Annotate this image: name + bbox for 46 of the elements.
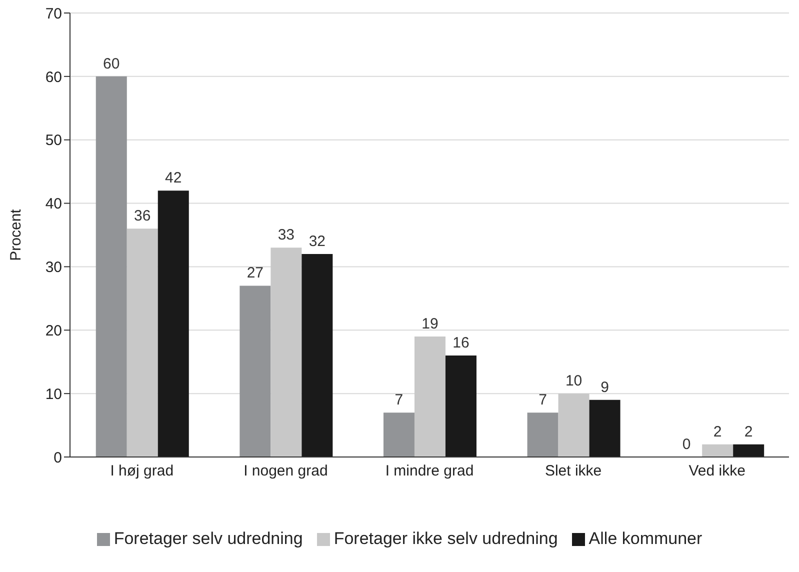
data-label: 19 — [422, 315, 438, 332]
legend-label: Alle kommuner — [588, 529, 702, 549]
data-label: 2 — [744, 423, 753, 440]
legend-label: Foretager ikke selv udredning — [334, 529, 558, 549]
y-axis-title: Procent — [7, 208, 24, 261]
data-label: 60 — [103, 55, 120, 72]
y-tick-label: 10 — [45, 386, 62, 403]
bar — [96, 76, 127, 457]
data-label: 36 — [134, 208, 151, 225]
bar — [270, 248, 302, 457]
y-tick-label: 50 — [45, 132, 62, 150]
data-label: 7 — [394, 392, 404, 409]
bar — [414, 336, 446, 457]
bar — [383, 412, 414, 457]
x-tick-label: I mindre grad — [385, 462, 474, 480]
bar — [589, 400, 620, 457]
y-tick-label: 30 — [45, 259, 62, 276]
x-tick-label: I nogen grad — [244, 462, 328, 480]
data-label: 9 — [600, 378, 609, 396]
y-tick-label: 60 — [45, 68, 62, 86]
bar — [445, 356, 476, 457]
y-tick-label: 0 — [54, 449, 62, 466]
x-tick-label: Ved ikke — [688, 462, 746, 480]
bar — [302, 254, 333, 457]
legend-label: Foretager selv udredning — [114, 529, 303, 549]
data-label: 27 — [246, 264, 264, 282]
data-label: 2 — [713, 423, 722, 440]
data-label: 32 — [308, 233, 326, 250]
y-tick-label: 40 — [45, 196, 62, 213]
bar — [527, 412, 558, 457]
data-label: 10 — [565, 372, 582, 390]
x-tick-label: Slet ikke — [544, 462, 602, 480]
bar — [240, 286, 271, 457]
bar — [702, 444, 734, 457]
data-label: 42 — [165, 170, 182, 187]
bar — [733, 444, 764, 457]
y-tick-label: 70 — [45, 5, 62, 22]
bar — [158, 190, 189, 457]
bar — [558, 394, 590, 457]
y-tick-label: 20 — [45, 322, 62, 340]
data-label: 33 — [278, 226, 295, 244]
data-label: 7 — [538, 392, 547, 409]
data-label: 0 — [682, 436, 691, 453]
data-label: 16 — [452, 334, 470, 352]
x-tick-label: I høj grad — [110, 462, 174, 480]
bar — [126, 228, 158, 457]
